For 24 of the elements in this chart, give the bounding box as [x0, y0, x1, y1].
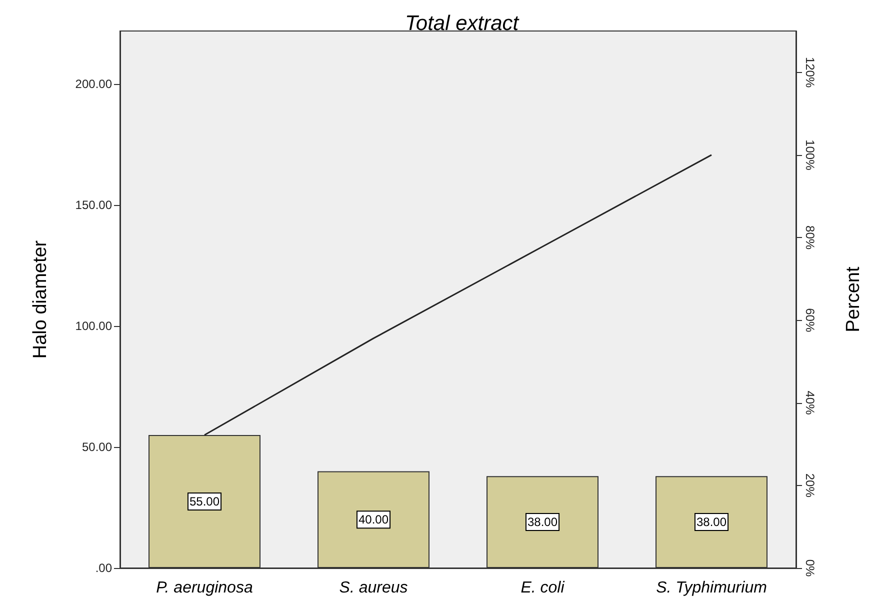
y2-tick-label: 0%	[803, 559, 817, 577]
y2-tick-label: 20%	[803, 473, 817, 498]
y-tick-label: 100.00	[75, 319, 112, 334]
data-label: 38.00	[696, 515, 727, 530]
y-tick-label: .00	[95, 561, 112, 575]
y2-tick-label: 40%	[803, 390, 817, 416]
y2-tick-label: 80%	[803, 226, 817, 250]
x-tick-label: S. Typhimurium	[656, 580, 767, 596]
y-tick-label: 150.00	[75, 198, 112, 212]
y-tick-label: 50.00	[82, 440, 112, 454]
x-tick-label: S. aureus	[339, 580, 408, 596]
y-tick-label: 200.00	[75, 77, 112, 92]
chart-title: Total extract	[405, 12, 520, 35]
line-series	[204, 154, 712, 436]
x-tick-label: E. coli	[520, 580, 565, 596]
y2-axis-title: Percent	[843, 266, 864, 332]
y2-tick-label: 60%	[803, 308, 817, 332]
data-label: 55.00	[189, 494, 220, 508]
y2-tick-label: 120%	[803, 56, 817, 88]
y-axis-title: Halo diameter	[30, 240, 51, 359]
y2-tick-label: 100%	[803, 140, 817, 171]
data-label: 40.00	[358, 512, 389, 527]
data-label: 38.00	[527, 515, 558, 530]
x-tick-label: P. aeruginosa	[156, 580, 253, 596]
